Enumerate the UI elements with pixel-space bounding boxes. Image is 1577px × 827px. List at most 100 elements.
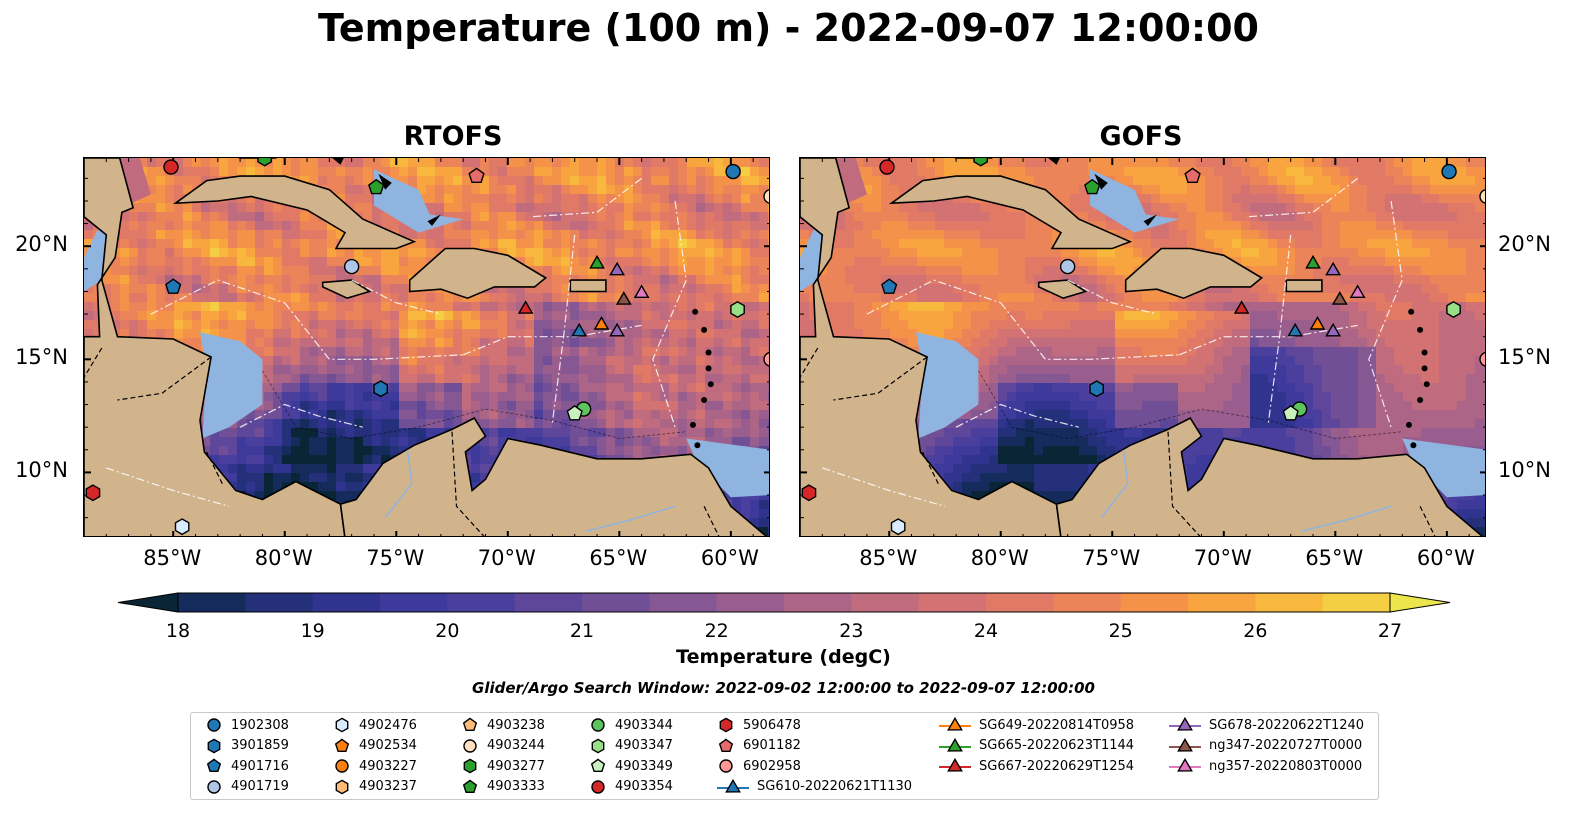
gofs-island [1417, 397, 1424, 404]
gofs-marker-SG667-20220629T1254 [1233, 300, 1250, 314]
rtofs-eez-boundary [462, 324, 642, 356]
legend-label: 1902308 [231, 717, 289, 733]
search-window-note: Glider/Argo Search Window: 2022-09-02 12… [472, 679, 1095, 697]
rtofs-land [84, 158, 346, 536]
gofs-land [1037, 279, 1088, 300]
rtofs-island [378, 173, 392, 190]
legend-label: SG610-20220621T1130 [757, 779, 913, 794]
legend-marker-icon [590, 758, 606, 773]
rtofs-map-svg [84, 158, 769, 536]
colorbar-segment [447, 593, 516, 612]
gofs-marker-SG649-20220814T0958 [1309, 315, 1326, 330]
colorbar-tick-label: 27 [1377, 620, 1403, 642]
rtofs-lat-tick-label: 20°N [15, 232, 68, 257]
legend-marker-icon [462, 779, 478, 793]
legend-label: 4902534 [359, 738, 417, 753]
gofs-lon-tick-label: 70°W [1193, 546, 1252, 570]
colorbar-segment [1120, 593, 1189, 612]
gofs-eez-boundary [955, 403, 1079, 428]
legend-label: SG665-20220623T1144 [979, 738, 1135, 753]
gofs-lat-tick-label: 20°N [1498, 232, 1551, 257]
gofs-marker-4901716 [881, 278, 898, 294]
legend-entry-ng347-20220727T0000: ng347-20220727T0000 [1167, 737, 1362, 755]
rtofs-marker-6901182 [468, 167, 485, 183]
legend-entry-SG667-20220629T1254: SG667-20220629T1254 [937, 757, 1134, 775]
legend-entry-4903227: 4903227 [331, 757, 417, 775]
colorbar-tick-label: 26 [1243, 620, 1268, 642]
gofs-island [1421, 349, 1428, 356]
legend-marker-icon [206, 758, 222, 773]
legend-marker-icon [719, 759, 733, 773]
colorbar-segment [245, 593, 314, 612]
legend-entry-4903344: 4903344 [587, 716, 673, 734]
legend-entry-4903238: 4903238 [459, 716, 545, 734]
legend-entry-4903354: 4903354 [587, 778, 673, 796]
colorbar-segment [312, 593, 381, 612]
colorbar-extend-low [117, 592, 179, 613]
rtofs-shallow-shelf [200, 332, 263, 439]
rtofs-land [172, 175, 417, 250]
colorbar-label: Temperature (degC) [676, 646, 891, 668]
rtofs-eez-boundary [106, 467, 230, 507]
legend-entry-SG649-20220814T0958: SG649-20220814T0958 [937, 716, 1134, 734]
gofs-marker-SG678-20220622T1240 [1325, 261, 1342, 276]
gofs-eez-boundary [1178, 324, 1358, 356]
gofs-island [1048, 158, 1060, 165]
gofs-island [1417, 326, 1424, 333]
rtofs-island [332, 158, 344, 165]
rtofs-island [705, 365, 712, 372]
legend-marker-icon [718, 738, 734, 752]
colorbar-tick-label: 22 [704, 620, 729, 642]
rtofs-lon-tick-label: 70°W [477, 546, 536, 570]
rtofs-land [408, 247, 548, 300]
legend-entry-4903237: 4903237 [331, 778, 417, 796]
legend-label: 4903244 [487, 738, 545, 753]
legend-marker-icon [1169, 757, 1201, 772]
gofs-eez-boundary [866, 279, 1001, 315]
rtofs-lon-tick-label: 60°W [700, 546, 759, 570]
legend-label: SG649-20220814T0958 [979, 717, 1135, 733]
legend-marker-icon [939, 757, 971, 772]
gofs-land [800, 158, 1062, 536]
colorbar-segment [716, 593, 785, 612]
legend-entry-4903244: 4903244 [459, 737, 545, 755]
rtofs-eez-boundary [652, 200, 687, 428]
legend-label: 4903238 [487, 717, 545, 733]
rtofs-river [384, 449, 413, 519]
rtofs-marker-4901719 [343, 258, 360, 275]
rtofs-marker-5906478 [85, 484, 101, 502]
rtofs-island [705, 349, 712, 356]
gofs-eez-boundary [1067, 279, 1158, 315]
gofs-marker-SG665-20220623T1144 [1305, 254, 1321, 269]
rtofs-marker-4902476 [174, 518, 190, 536]
rtofs-marker-SG678-20220622T1240 [609, 261, 626, 276]
legend-marker-icon [334, 738, 350, 752]
legend-label: 5906478 [743, 717, 801, 733]
rtofs-country-border [84, 347, 103, 378]
gofs-shallow-shelf [1402, 438, 1485, 498]
rtofs-marker-4901716 [165, 278, 182, 294]
gofs-lat-tick-label: 15°N [1498, 345, 1551, 370]
legend-marker-icon [207, 738, 221, 753]
main-title: Temperature (100 m) - 2022-09-07 12:00:0… [317, 6, 1259, 50]
gofs-marker-3901859 [1089, 380, 1104, 398]
legend-label: 4903347 [615, 738, 673, 753]
gofs-eez-boundary [822, 467, 946, 507]
gofs-marker-4903347 [1446, 300, 1461, 319]
rtofs-land [569, 279, 607, 293]
rtofs-marker-3901859 [373, 380, 388, 398]
legend-entry-6901182: 6901182 [715, 737, 801, 755]
legend-marker-icon [335, 779, 349, 794]
rtofs-depth-contour [262, 370, 687, 439]
gofs-marker-SG678-20220622T1240 [1325, 322, 1342, 337]
gofs-eez-boundary [1368, 200, 1403, 428]
legend-marker-icon [939, 737, 971, 752]
legend-entry-4902476: 4902476 [331, 716, 417, 734]
rtofs-lon-tick-label: 80°W [254, 546, 313, 570]
rtofs-marker-4903244 [763, 189, 769, 204]
legend-marker-icon [463, 738, 477, 753]
gofs-island [1143, 214, 1157, 226]
legend-marker-icon [335, 759, 349, 773]
legend-label: 4902476 [359, 717, 417, 733]
gofs-island [1423, 381, 1430, 388]
